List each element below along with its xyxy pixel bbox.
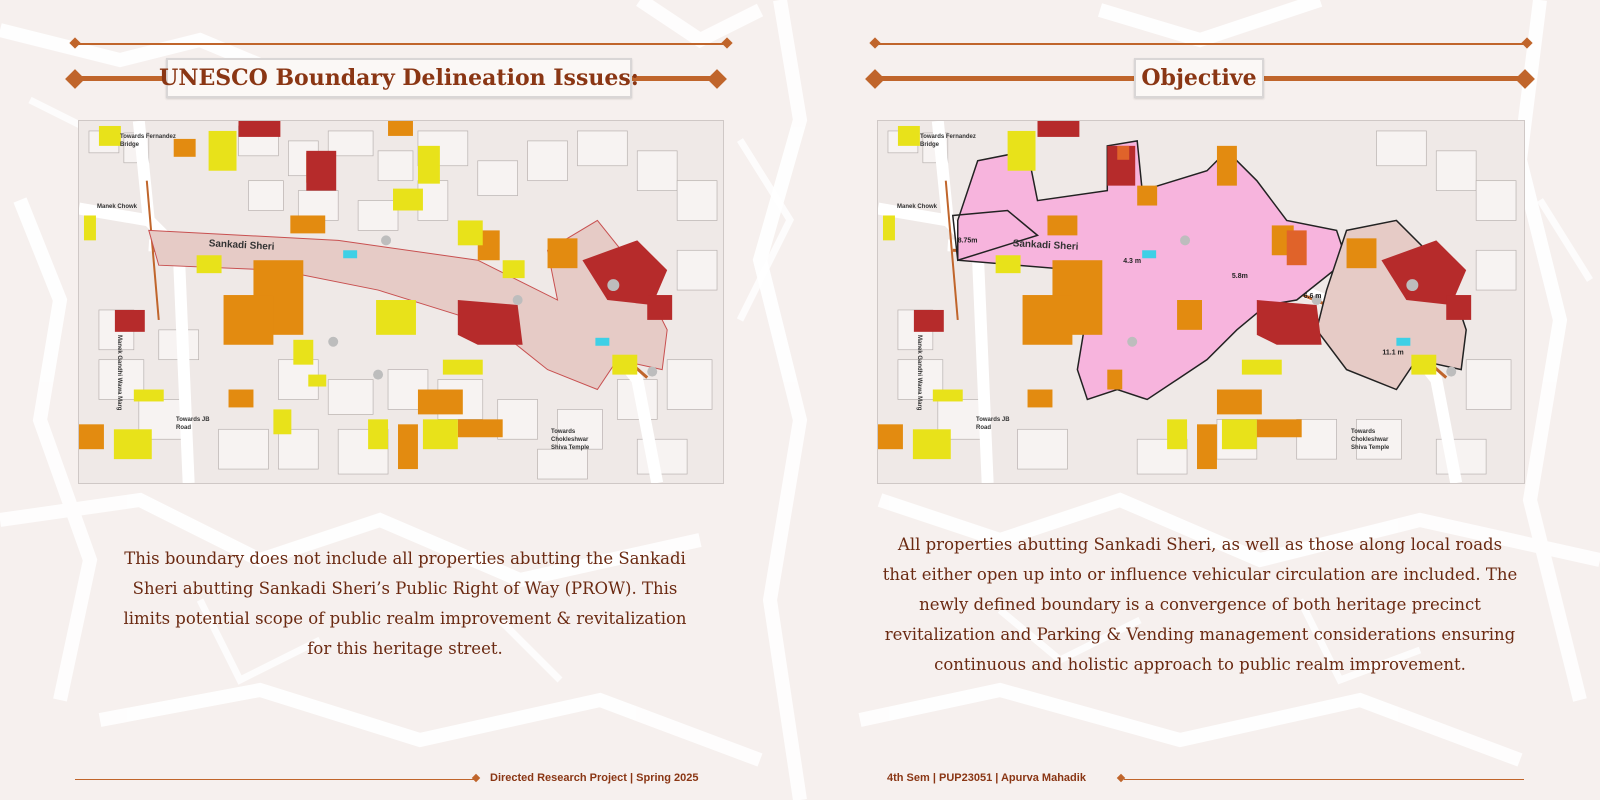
- unesco-boundary-map: Sankadi Sheri: [78, 120, 724, 484]
- map-width-label: 6.6 m: [1304, 293, 1322, 300]
- map-label-towards-bridge: Towards Fernandez Bridge: [120, 134, 176, 148]
- map-label-towards-temple: Towards Chokleshwar Shiva Temple: [1351, 429, 1390, 451]
- objective-boundary-map: Sankadi Sheri 8.75m 4.3 m 5.8m 6.6 m 11.…: [877, 120, 1525, 484]
- map-width-label: 5.8m: [1232, 273, 1248, 280]
- map-label-towards-road: Towards JB Road: [176, 417, 210, 431]
- left-title: UNESCO Boundary Delineation Issues:: [159, 58, 639, 98]
- map-label-manek-chowk: Manek Chowk: [97, 204, 138, 210]
- map-label-towards-temple: Towards Chokleshwar Shiva Temple: [551, 429, 590, 451]
- map-label-street: Sankadi Sheri: [1012, 238, 1079, 252]
- map-label-towards-road: Towards JB Road: [976, 417, 1010, 431]
- footer-right-text: 4th Sem | PUP23051 | Apurva Mahadik: [887, 772, 1086, 784]
- footer-right-label: 4th Sem | PUP23051 | Apurva Mahadik: [887, 772, 1086, 784]
- left-body-text: This boundary does not include all prope…: [123, 549, 687, 658]
- footer-rule-left: [75, 779, 475, 780]
- footer-left-text: Directed Research Project | Spring 2025: [490, 772, 699, 784]
- right-title: Objective: [1134, 58, 1264, 98]
- map-label-street: Sankadi Sheri: [208, 238, 275, 252]
- top-rule-left: [75, 43, 727, 45]
- map-label-road-vertical: Manek Gandhi Wawa Marg: [916, 335, 922, 411]
- map-width-label: 8.75m: [958, 237, 978, 244]
- map-width-label: 11.1 m: [1382, 350, 1403, 357]
- right-body-text: All properties abutting Sankadi Sheri, a…: [882, 535, 1518, 674]
- footer-rule-right: [1124, 779, 1524, 780]
- map-label-road-vertical: Manek Gandhi Wawa Marg: [116, 335, 122, 411]
- map-label-towards-bridge: Towards Fernandez Bridge: [920, 134, 976, 148]
- map-label-manek-chowk: Manek Chowk: [897, 204, 938, 210]
- top-rule-right: [875, 43, 1527, 45]
- map-width-label: 4.3 m: [1123, 258, 1141, 265]
